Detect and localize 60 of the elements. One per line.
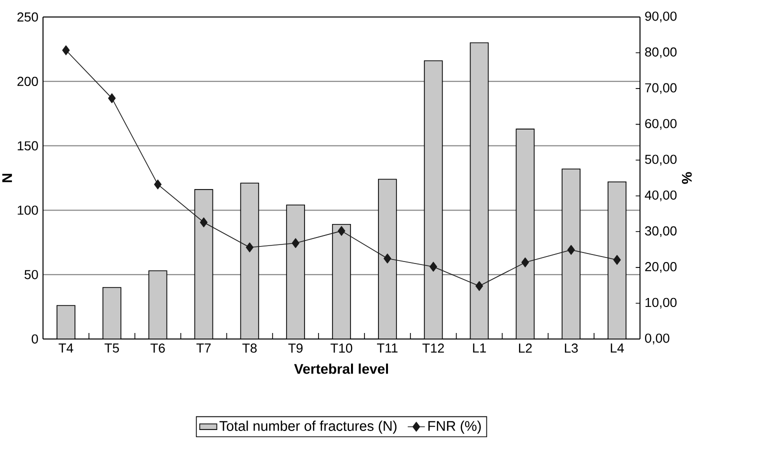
y2-tick-label: 10,00 [646,298,677,309]
x-tick-label: T5 [104,344,119,353]
y-tick-label: 200 [17,76,38,86]
x-tick-label: T6 [150,344,165,353]
y2-axis-title: % [682,172,692,184]
x-tick-label: T11 [377,344,398,352]
x-tick-label: L3 [564,344,578,353]
legend-label: Total number of fractures (N) [220,420,396,434]
bar [470,42,489,339]
legend-label: FNR (%) [428,420,481,434]
bar [424,60,443,339]
bar [240,182,260,339]
point [200,217,208,228]
x-tick-label: T12 [422,344,444,353]
x-tick-label: L1 [473,344,486,352]
x-tick-label: T10 [330,344,352,353]
bar [194,189,214,339]
bar [332,224,351,339]
x-tick-label: T4 [58,344,74,352]
y2-tick-label: 70,00 [645,83,677,94]
y2-tick-label: 40,00 [644,190,677,202]
point [384,254,392,264]
point [613,255,621,265]
y-tick-label: 0 [32,334,38,344]
x-tick-label: T8 [242,344,257,353]
x-tick-label: T9 [288,344,303,353]
y-tick-label: 250 [17,12,38,22]
point [567,245,575,255]
bar [608,181,626,339]
y2-tick-label: 20,00 [645,262,677,273]
point [292,238,300,248]
bar [102,287,122,339]
x-tick-label: T7 [196,344,211,352]
x-tick-label: L2 [519,344,532,353]
y-tick-label: 100 [18,206,38,215]
point [430,262,438,272]
y-tick-label: 150 [18,141,38,150]
point [246,242,254,252]
bar [148,270,168,339]
y2-tick-label: 0,00 [645,334,670,344]
x-axis-title: Vertebral level [294,364,388,374]
y2-tick-label: 80,00 [645,47,677,58]
y-tick-label: 50 [24,270,38,280]
y2-tick-label: 90,00 [645,12,677,22]
bar [56,305,76,339]
bar [378,178,397,339]
y2-tick-label: 60,00 [645,118,677,130]
y2-tick-label: 50,00 [645,154,677,166]
point [154,180,162,190]
y-axis-title: N [2,174,12,182]
point [62,45,70,56]
bar [286,204,305,339]
bar [516,128,535,339]
point [338,226,346,236]
point [475,281,484,291]
x-tick-label: L4 [610,344,624,352]
point [521,258,529,268]
y2-tick-label: 30,00 [645,226,677,238]
bar [562,168,581,339]
point [108,93,116,104]
